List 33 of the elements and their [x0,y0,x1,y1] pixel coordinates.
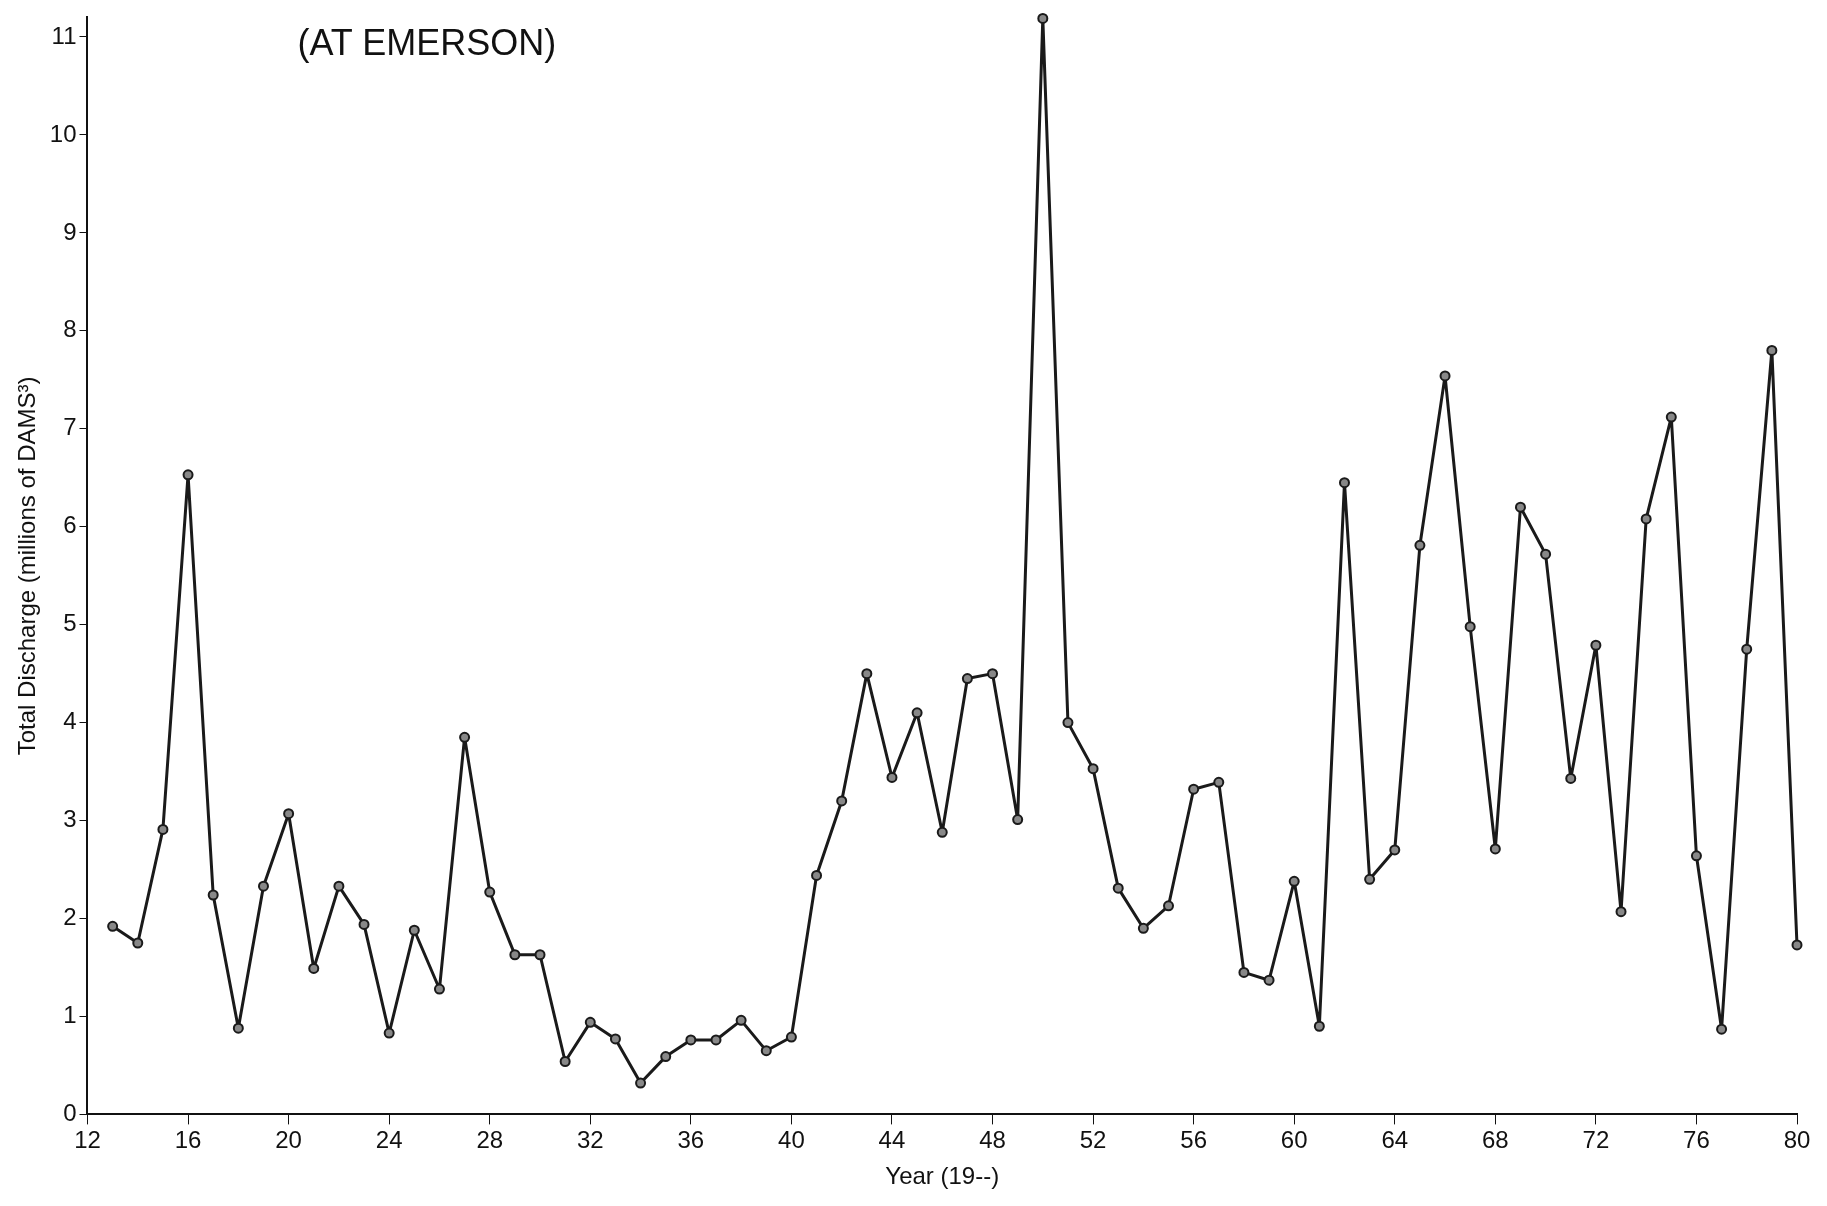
x-tick-label: 28 [476,1126,504,1154]
y-axis-title: Total Discharge (millions of DAMS³) [13,376,41,756]
x-tick-label: 48 [979,1126,1006,1154]
y-tick-label: 10 [49,119,77,147]
y-tick-label: 11 [51,21,77,49]
x-tick-label: 72 [1582,1126,1610,1154]
chart-title: (AT EMERSON) [297,22,557,64]
x-tick-label: 44 [878,1126,906,1154]
x-tick-label: 60 [1280,1126,1308,1154]
x-tick-label: 80 [1783,1126,1811,1154]
x-tick-label: 56 [1180,1126,1207,1154]
x-tick-label: 32 [576,1126,604,1154]
y-tick-label: 7 [63,413,77,441]
x-tick-label: 40 [778,1126,805,1154]
y-tick-label: 0 [63,1099,77,1127]
y-tick-label: 8 [63,315,77,343]
y-tick-label: 5 [63,609,77,637]
x-tick-label: 12 [74,1126,101,1154]
y-tick-label: 9 [63,217,77,245]
x-tick-label: 52 [1079,1126,1107,1154]
y-tick-label: 2 [63,903,77,931]
x-tick-label: 24 [375,1126,403,1154]
x-tick-label: 76 [1683,1126,1710,1154]
y-tick-label: 1 [63,1001,77,1029]
x-axis-title: Year (19--) [885,1162,1000,1190]
x-tick-label: 68 [1481,1126,1509,1154]
x-tick-label: 20 [275,1126,302,1154]
y-tick-label: 6 [63,511,77,539]
x-tick-label: 64 [1381,1126,1409,1154]
x-tick-label: 36 [677,1126,705,1154]
y-tick-label: 3 [63,805,77,833]
x-tick-label: 16 [174,1126,202,1154]
y-tick-label: 4 [63,707,77,735]
